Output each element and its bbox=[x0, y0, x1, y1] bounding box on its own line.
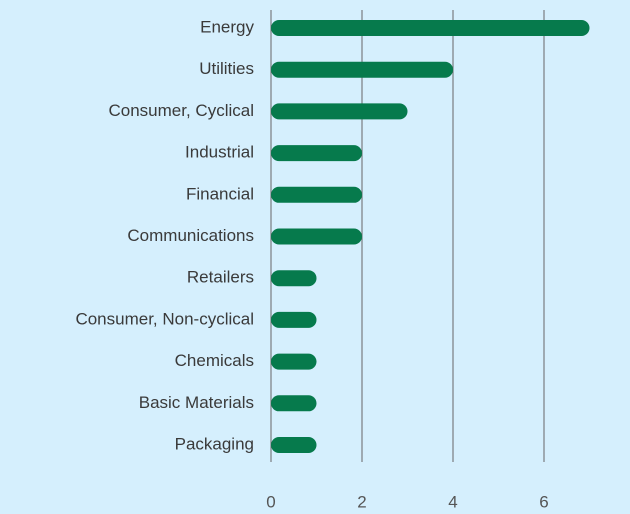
bar bbox=[271, 353, 317, 370]
y-tick-label: Consumer, Cyclical bbox=[109, 101, 255, 120]
x-tick-label: 2 bbox=[357, 492, 366, 511]
y-tick-label: Chemicals bbox=[175, 351, 254, 370]
y-tick-label: Financial bbox=[186, 184, 254, 203]
bar bbox=[271, 437, 317, 453]
bar bbox=[271, 395, 317, 412]
x-tick-label: 4 bbox=[448, 492, 457, 511]
y-tick-label: Retailers bbox=[187, 268, 254, 287]
y-tick-label: Packaging bbox=[175, 434, 254, 453]
x-tick-label: 6 bbox=[539, 492, 548, 511]
bar bbox=[271, 145, 362, 162]
bar bbox=[271, 270, 317, 287]
x-tick-label: 0 bbox=[266, 492, 275, 511]
bar bbox=[271, 103, 408, 120]
y-tick-label: Basic Materials bbox=[139, 393, 254, 412]
y-tick-label: Industrial bbox=[185, 143, 254, 162]
bar bbox=[271, 186, 362, 203]
y-tick-label: Communications bbox=[127, 226, 254, 245]
bar bbox=[271, 228, 362, 245]
y-tick-label: Utilities bbox=[199, 59, 254, 78]
bar bbox=[271, 61, 453, 78]
y-tick-label: Energy bbox=[200, 17, 254, 36]
bar bbox=[271, 311, 317, 328]
bar bbox=[271, 20, 590, 36]
y-tick-label: Consumer, Non-cyclical bbox=[75, 309, 254, 328]
